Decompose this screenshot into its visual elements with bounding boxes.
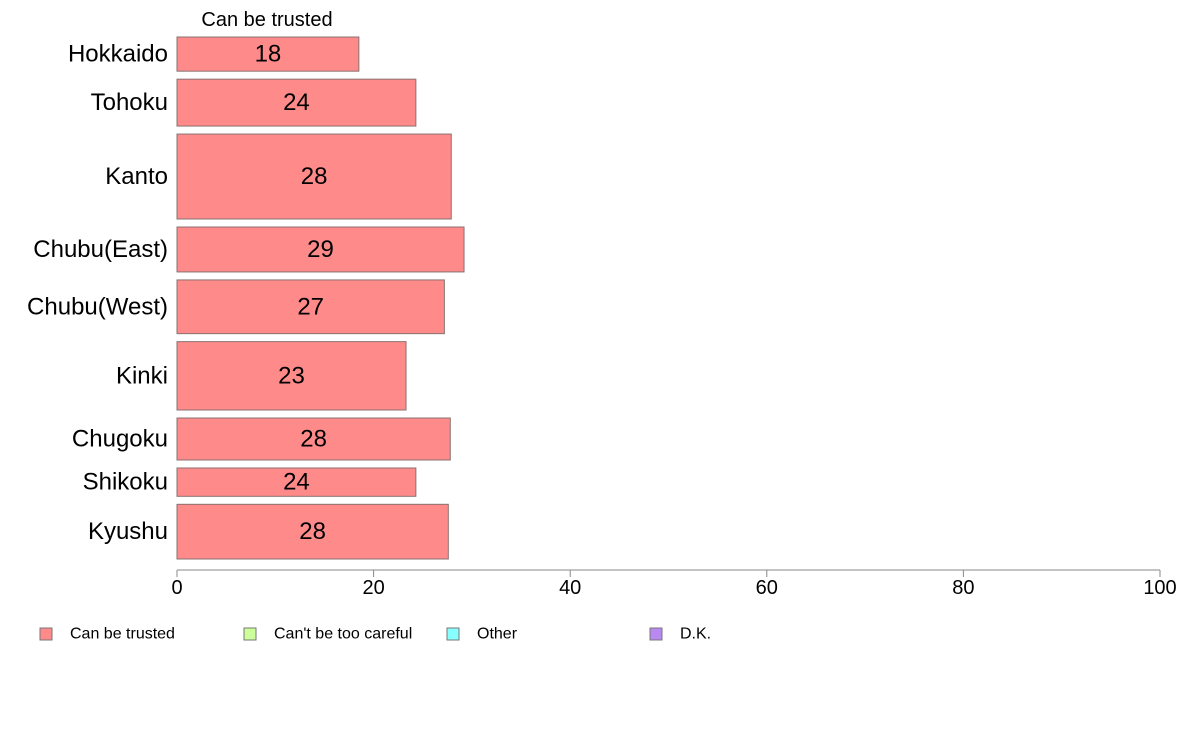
category-label: Kyushu [88,518,168,545]
bar-tohoku [176,78,417,127]
bar-value-label: 28 [299,518,326,545]
category-label: Chubu(West) [27,293,168,320]
x-axis: 0 20 40 60 80 100 [171,569,1177,599]
x-tick-label: 100 [1143,577,1176,599]
bar-value-label: 29 [307,236,334,263]
category-label: Tohoku [91,89,168,116]
legend-item: Can't be too careful [243,626,412,643]
bar-chubu-east- [176,226,465,273]
bar-value-label: 18 [255,41,282,68]
legend-swatch [243,627,257,641]
bar-value-label: 28 [301,163,328,190]
category-label: Chugoku [72,425,168,452]
x-tick-label: 40 [559,577,581,599]
category-label: Kinki [116,362,168,389]
bar-chubu-west- [176,279,445,335]
category-label: Shikoku [83,469,168,496]
bar-hokkaido [176,36,360,72]
legend-swatch [39,627,53,641]
bar-value-label: 24 [283,89,310,116]
bar-kyushu [176,503,449,560]
legend-item: D.K. [649,626,711,643]
bar-value-label: 27 [297,293,324,320]
bar-value-label: 24 [283,469,310,496]
x-tick-label: 20 [362,577,384,599]
bar-shikoku [176,467,417,497]
category-label: Kanto [105,163,168,190]
bars-group: Hokkaido 18 Tohoku 24 Kanto 28 Chubu(East) 29 Ch… [27,36,465,560]
x-tick-label: 80 [952,577,974,599]
legend-label: D.K. [680,626,711,643]
legend: Can be trusted Can't be too careful Other D… [39,626,711,643]
category-label: Chubu(East) [33,236,168,263]
legend-label: Can't be too careful [274,626,412,643]
series-title: Can be trusted [201,9,332,31]
x-tick-label: 60 [756,577,778,599]
bar-kanto [176,133,452,220]
legend-swatch [649,627,663,641]
bar-chugoku [176,417,451,461]
legend-label: Other [477,626,518,643]
legend-swatch [446,627,460,641]
bar-value-label: 28 [300,425,327,452]
bar-kinki [176,341,407,411]
bar-value-label: 23 [278,362,305,389]
legend-label: Can be trusted [70,626,175,643]
x-tick-label: 0 [171,577,182,599]
legend-item: Other [446,626,518,643]
legend-item: Can be trusted [39,626,175,643]
category-label: Hokkaido [68,41,168,68]
